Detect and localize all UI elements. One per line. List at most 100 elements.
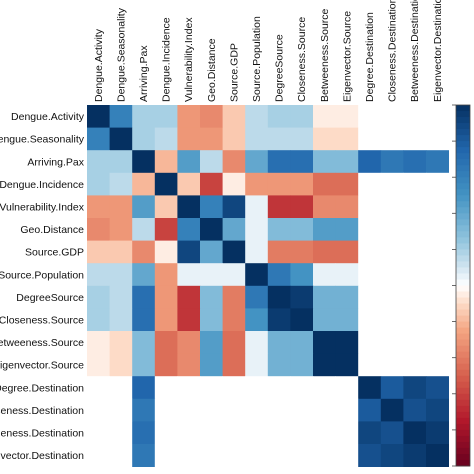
- row-label-dengue-activity: Dengue.Activity: [11, 111, 85, 123]
- colorbar-segment: [456, 435, 470, 443]
- heatmap-cell-eigenvector-destination-dengue-incidence: [154, 444, 178, 467]
- heatmap-cell-dengue-seasonality-source-gdp: [222, 127, 246, 151]
- heatmap-cell-dengue-incidence-eigenvector-source: [335, 172, 359, 196]
- heatmap-cell-source-population-vulnerability-index: [177, 263, 201, 287]
- heatmap-cell-closeness-destination-betweeness-source: [313, 398, 336, 422]
- heatmap-cell-vulnerability-index-source-gdp: [222, 195, 246, 219]
- colorbar-segment: [456, 447, 470, 455]
- colorbar-segment: [456, 237, 470, 244]
- heatmap-cell-arriving-pax-dengue-activity: [87, 150, 110, 174]
- heatmap-cell-degreesource-betweeness-destination: [403, 285, 427, 309]
- heatmap-cell-dengue-incidence-geo-distance: [200, 172, 223, 196]
- heatmap-cell-vulnerability-index-degree-destination: [358, 195, 382, 219]
- heatmap-cell-closeness-destination-dengue-seasonality: [109, 398, 133, 422]
- heatmap-cell-degree-destination-betweeness-destination: [403, 376, 427, 400]
- colorbar-segment: [456, 405, 470, 413]
- heatmap-cell-dengue-activity-eigenvector-destination: [426, 105, 449, 128]
- colorbar-segment: [456, 417, 470, 425]
- row-label-betweeness-source: Betweeness.Source: [0, 337, 84, 349]
- heatmap-cell-geo-distance-closeness-destination: [380, 218, 404, 241]
- heatmap-cell-eigenvector-source-source-population: [245, 353, 269, 377]
- heatmap-cell-geo-distance-betweeness-source: [313, 218, 336, 241]
- heatmap-cell-source-gdp-betweeness-source: [313, 240, 336, 264]
- heatmap-cell-arriving-pax-betweeness-destination: [403, 150, 427, 174]
- colorbar-segment: [456, 297, 470, 305]
- heatmap-cell-betweeness-destination-degreesource: [267, 421, 291, 445]
- heatmap-cell-eigenvector-source-betweeness-source: [313, 353, 336, 377]
- heatmap-cell-degreesource-source-population: [245, 285, 269, 309]
- heatmap-cell-closeness-destination-degree-destination: [358, 398, 382, 422]
- heatmap-cell-eigenvector-source-vulnerability-index: [177, 353, 201, 377]
- heatmap-cell-degreesource-vulnerability-index: [177, 285, 201, 309]
- heatmap-cell-eigenvector-source-dengue-seasonality: [109, 353, 133, 377]
- colorbar-segment: [456, 285, 470, 293]
- row-label-source-population: Source.Population: [0, 269, 84, 281]
- colorbar-segment: [456, 381, 470, 389]
- heatmap-cell-degreesource-degree-destination: [358, 285, 382, 309]
- heatmap-cell-arriving-pax-degreesource: [267, 150, 291, 174]
- heatmap-cell-source-gdp-vulnerability-index: [177, 240, 201, 264]
- heatmap-cell-degree-destination-source-gdp: [222, 376, 246, 400]
- heatmap-cell-geo-distance-betweeness-destination: [403, 218, 427, 241]
- colorbar-segment: [456, 303, 470, 311]
- heatmap-cell-dengue-incidence-source-gdp: [222, 172, 246, 196]
- heatmap-cell-betweeness-destination-eigenvector-destination: [426, 421, 449, 445]
- heatmap-cell-eigenvector-destination-geo-distance: [200, 444, 223, 467]
- col-label-eigenvector-destination: Eigenvector.Destination: [432, 0, 444, 102]
- heatmap-cell-source-gdp-geo-distance: [200, 240, 223, 264]
- col-label-dengue-activity: Dengue.Activity: [93, 28, 105, 102]
- heatmap-cell-vulnerability-index-degreesource: [267, 195, 291, 219]
- colorbar-segment: [456, 393, 470, 401]
- heatmap-cell-closeness-source-source-gdp: [222, 308, 246, 332]
- heatmap-cell-eigenvector-source-geo-distance: [200, 353, 223, 377]
- heatmap-cell-eigenvector-source-degree-destination: [358, 353, 382, 377]
- heatmap-cell-dengue-incidence-closeness-destination: [380, 172, 404, 196]
- col-label-degree-destination: Degree.Destination: [364, 12, 376, 102]
- heatmap-cell-eigenvector-source-source-gdp: [222, 353, 246, 377]
- heatmap-cell-betweeness-source-dengue-incidence: [154, 331, 178, 354]
- col-label-geo-distance: Geo.Distance: [206, 38, 218, 102]
- heatmap-cell-source-population-degree-destination: [358, 263, 382, 287]
- colorbar-segment: [456, 375, 470, 383]
- heatmap-cell-source-population-geo-distance: [200, 263, 223, 287]
- heatmap-cell-betweeness-source-betweeness-source: [313, 331, 336, 354]
- heatmap-cell-closeness-source-dengue-activity: [87, 308, 110, 332]
- colorbar-segment: [456, 213, 470, 220]
- heatmap-cell-betweeness-destination-vulnerability-index: [177, 421, 201, 445]
- heatmap-cell-vulnerability-index-geo-distance: [200, 195, 223, 219]
- heatmap-cell-source-population-dengue-seasonality: [109, 263, 133, 287]
- row-label-arriving-pax: Arriving.Pax: [27, 156, 84, 168]
- heatmap-cell-betweeness-source-dengue-seasonality: [109, 331, 133, 354]
- heatmap-cell-dengue-activity-betweeness-destination: [403, 105, 427, 128]
- heatmap-cell-degree-destination-eigenvector-source: [335, 376, 359, 400]
- heatmap-cell-degreesource-dengue-incidence: [154, 285, 178, 309]
- colorbar-segment: [456, 177, 470, 184]
- heatmap-cell-dengue-incidence-dengue-seasonality: [109, 172, 133, 196]
- heatmap-cell-degreesource-geo-distance: [200, 285, 223, 309]
- heatmap-cell-eigenvector-source-dengue-activity: [87, 353, 110, 377]
- heatmap-cell-degreesource-source-gdp: [222, 285, 246, 309]
- heatmap-cell-closeness-destination-source-population: [245, 398, 269, 422]
- heatmap-cell-degreesource-betweeness-source: [313, 285, 336, 309]
- heatmap-cell-vulnerability-index-closeness-source: [290, 195, 314, 219]
- heatmap-cell-closeness-source-betweeness-destination: [403, 308, 427, 332]
- colorbar-segment: [456, 267, 470, 274]
- heatmap-cell-dengue-activity-arriving-pax: [132, 105, 156, 128]
- heatmap-cell-closeness-source-source-population: [245, 308, 269, 332]
- colorbar-segment: [456, 141, 470, 148]
- heatmap-cell-degree-destination-geo-distance: [200, 376, 223, 400]
- heatmap-cell-dengue-seasonality-dengue-seasonality: [109, 127, 133, 151]
- row-label-degree-destination: Degree.Destination: [0, 382, 84, 394]
- heatmap-cell-closeness-source-closeness-source: [290, 308, 314, 332]
- heatmap-cell-source-gdp-source-population: [245, 240, 269, 264]
- heatmap-cell-betweeness-source-geo-distance: [200, 331, 223, 354]
- colorbar-segment: [456, 255, 470, 262]
- heatmap-cell-closeness-destination-source-gdp: [222, 398, 246, 422]
- heatmap-cell-eigenvector-source-arriving-pax: [132, 353, 156, 377]
- colorbar-segment: [456, 225, 470, 232]
- heatmap-cell-vulnerability-index-dengue-incidence: [154, 195, 178, 219]
- heatmap-cell-dengue-incidence-dengue-activity: [87, 172, 110, 196]
- heatmap-cell-betweeness-source-degree-destination: [358, 331, 382, 354]
- col-label-eigenvector-source: Eigenvector.Source: [341, 11, 353, 102]
- heatmap-cell-closeness-source-eigenvector-source: [335, 308, 359, 332]
